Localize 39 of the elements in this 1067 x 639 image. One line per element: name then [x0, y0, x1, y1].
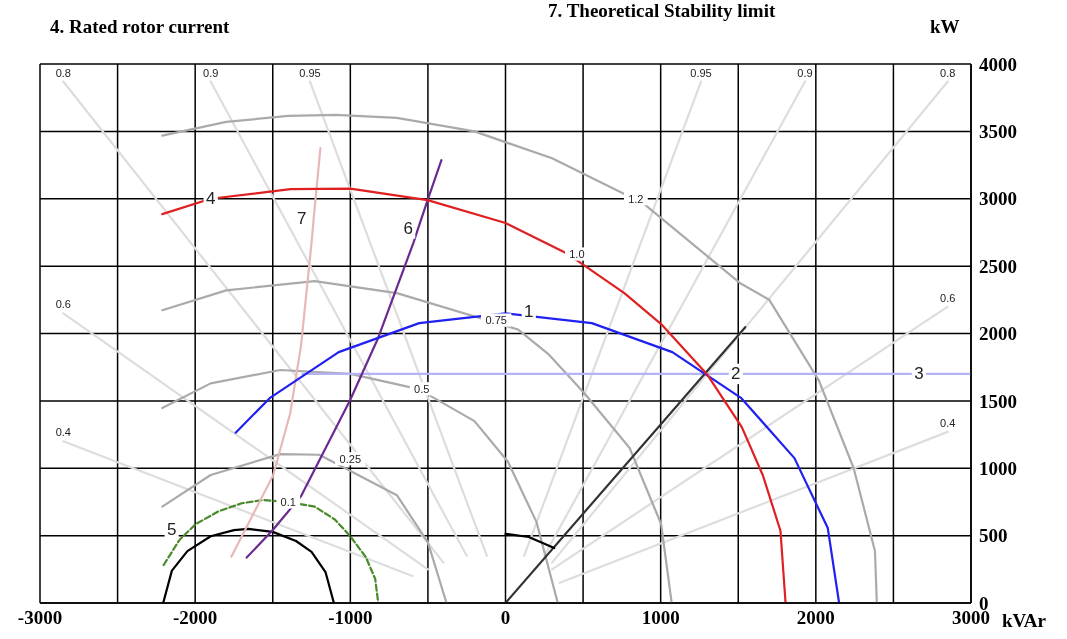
x-tick-label: 2000	[796, 607, 835, 629]
annotation: 4	[205, 189, 216, 209]
x-tick-label: -3000	[17, 607, 63, 629]
annotation: 0.25	[339, 452, 362, 465]
annotation: 0.8	[940, 66, 956, 79]
text: 4. Rated rotor current	[50, 16, 230, 38]
x-tick-label: -1000	[328, 607, 373, 629]
y-tick-label: 3500	[979, 121, 1017, 143]
x-tick-label: 0	[500, 607, 511, 629]
text: 7. Theoretical Stability limit	[548, 0, 776, 22]
annotation: 0.75	[485, 314, 507, 327]
x-tick-label: -2000	[173, 607, 218, 629]
y-tick-label: 2500	[979, 255, 1017, 277]
y-tick-label: 4000	[979, 53, 1017, 75]
annotation: 0.4	[940, 416, 956, 429]
x-tick-label: 1000	[641, 607, 680, 629]
annotation: 0.95	[299, 66, 321, 79]
annotation: 0.4	[55, 426, 71, 439]
annotation: 0.9	[797, 66, 813, 79]
annotation: 0.95	[690, 66, 712, 79]
annotation: 2	[731, 364, 741, 384]
y-tick-label: 1000	[979, 457, 1017, 479]
y-axis-title: kW	[930, 16, 960, 38]
annotation: 3	[914, 364, 924, 384]
annotation: 5	[166, 520, 177, 540]
y-tick-label: 3000	[979, 188, 1017, 210]
annotation: 0.8	[55, 66, 71, 79]
y-tick-label: 2000	[979, 323, 1017, 345]
annotation: 1	[524, 302, 534, 322]
y-tick-label: 1500	[979, 390, 1017, 412]
annotation: 1.0	[569, 248, 585, 260]
annotation: 1.2	[628, 192, 644, 205]
annotation: 0.6	[55, 298, 71, 311]
annotation: 0.9	[203, 66, 219, 79]
annotation: 7	[296, 208, 307, 228]
y-tick-label: 500	[979, 525, 1008, 547]
annotation: 0.6	[940, 291, 956, 304]
annotation: 6	[403, 218, 413, 238]
x-axis-title: kVAr	[1002, 610, 1046, 632]
